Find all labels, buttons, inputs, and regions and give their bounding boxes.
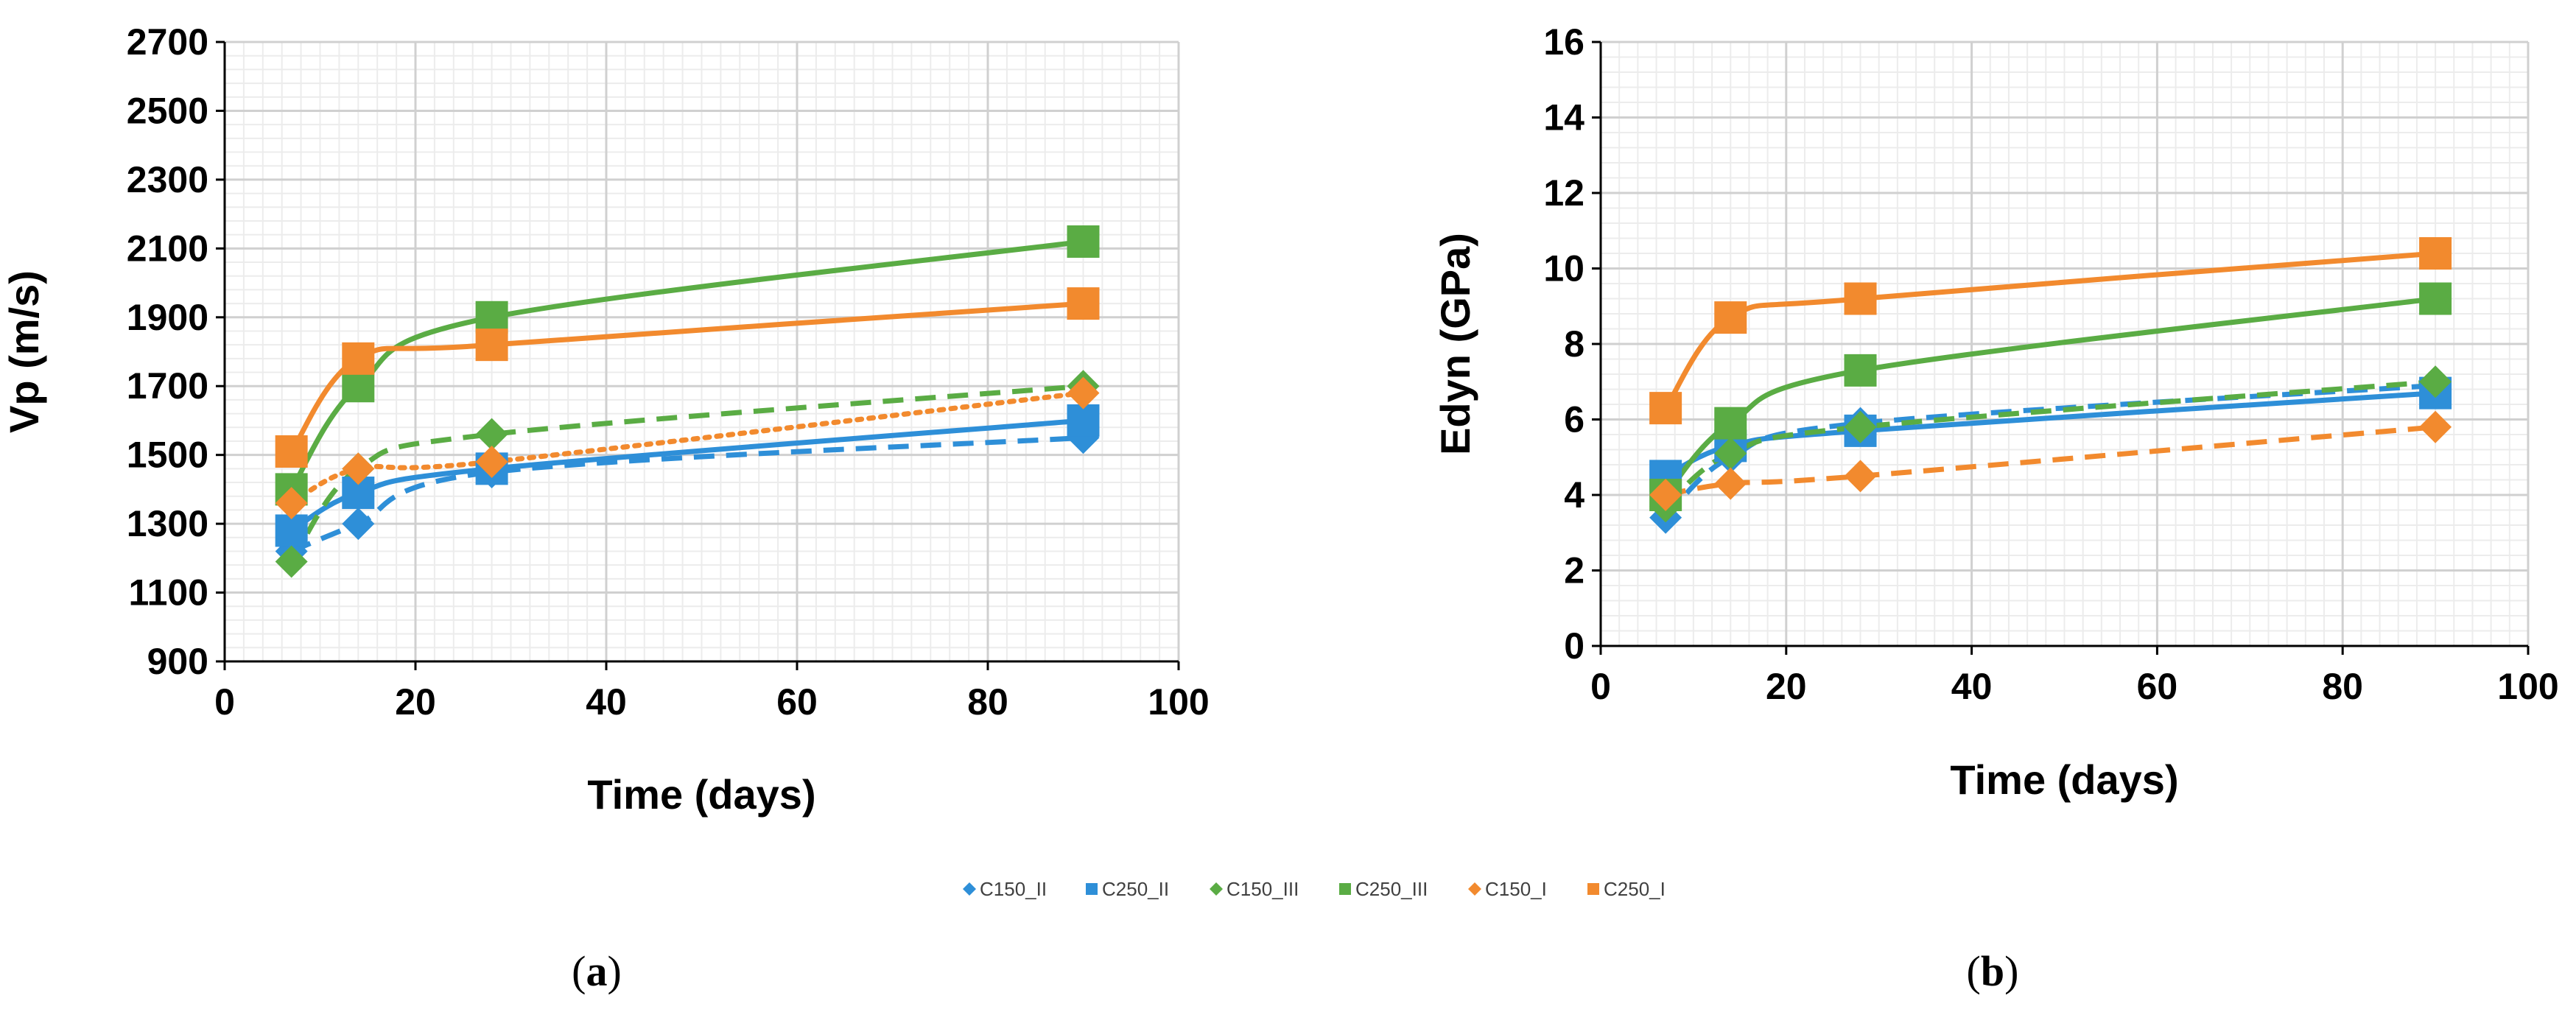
x-tick-label: 40 (586, 681, 627, 723)
point-C250_I (1067, 287, 1100, 320)
legend-item-C150_I: C150_I (1468, 878, 1547, 900)
point-C150_III (1844, 410, 1877, 443)
x-tick-label: 60 (2137, 666, 2178, 707)
point-C150_I (1067, 376, 1100, 410)
legend-diamond-marker (1468, 882, 1481, 896)
point-C150_I (1649, 479, 1682, 511)
x-tick-label: 100 (1148, 681, 1209, 723)
point-C250_I (1844, 282, 1877, 315)
x-tick-label: 0 (1590, 666, 1611, 707)
point-C250_III (1067, 225, 1100, 258)
point-C250_III (1714, 407, 1747, 440)
legend: C150_II C250_II C150_III C250_III C150_I C250… (963, 878, 1666, 900)
y-tick-label: 2300 (127, 159, 208, 200)
y-tick-label: 2100 (127, 228, 208, 269)
y-tick-label: 1500 (127, 435, 208, 476)
chart-panel-a: 900 1100 1300 1500 1700 1900 2100 2300 2500 2700 0… (1, 21, 1210, 818)
y-tick-label: 12 (1543, 172, 1584, 214)
point-C250_I (275, 435, 308, 468)
point-C150_I (342, 452, 375, 485)
legend-label: C150_I (1485, 878, 1547, 900)
point-C250_III (475, 301, 508, 334)
point-C150_III (1714, 437, 1747, 470)
caption-b: (b) (1967, 947, 2019, 995)
x-tick-label: 40 (1951, 666, 1993, 707)
x-tick-label: 20 (1766, 666, 1807, 707)
legend-item-C250_I: C250_I (1587, 878, 1666, 900)
y-tick-label: 0 (1564, 625, 1584, 667)
legend-item-C250_III: C250_III (1339, 878, 1428, 900)
y-tick-label: 1900 (127, 297, 208, 338)
series-line-C250_III (1663, 296, 2436, 497)
legend-item-C150_II: C150_II (963, 878, 1047, 900)
caption-a: (a) (572, 947, 622, 995)
y-tick-label: 4 (1564, 474, 1584, 516)
point-C250_I (1714, 301, 1747, 334)
legend-label: C150_III (1226, 878, 1299, 900)
grid (1599, 41, 2530, 647)
chart-panel-b: 0 2 4 6 8 10 12 14 16 0 20 40 60 80 100 Time (days) Edyn… (1432, 21, 2559, 803)
point-C150_III (275, 545, 308, 578)
point-C250_I (475, 328, 508, 362)
point-C150_II (342, 507, 375, 541)
series-line-C250_III (289, 239, 1084, 491)
y-tick-label: 900 (147, 641, 208, 682)
legend-item-C250_II: C250_II (1086, 878, 1169, 900)
x-axis-label: Time (days) (587, 771, 815, 818)
legend-label: C250_II (1102, 878, 1169, 900)
legend-label: C150_II (980, 878, 1047, 900)
x-tick-label: 80 (2322, 666, 2363, 707)
point-C250_I (342, 342, 375, 375)
legend-diamond-marker (963, 882, 976, 896)
series-line-C250_I (1663, 250, 2436, 410)
legend-label: C250_I (1604, 878, 1666, 900)
point-C250_II (275, 514, 308, 547)
series-line-C150_II (1663, 382, 2436, 520)
y-tick-label: 1100 (129, 572, 208, 614)
point-C250_III (342, 370, 375, 403)
y-tick-label: 1300 (127, 503, 208, 544)
x-tick-label: 0 (214, 681, 235, 723)
grid (223, 41, 1180, 663)
y-tick-label: 2500 (127, 90, 208, 131)
y-axis-label: Vp (m/s) (1, 270, 47, 433)
legend-item-C150_III: C150_III (1210, 878, 1299, 900)
point-C250_III (2419, 282, 2452, 315)
point-C250_I (2419, 237, 2452, 270)
legend-square-marker (1339, 883, 1351, 895)
point-C150_III (475, 418, 508, 451)
y-tick-label: 2700 (127, 21, 208, 63)
legend-label: C250_III (1355, 878, 1428, 900)
y-tick-label: 6 (1564, 399, 1584, 440)
x-tick-label: 80 (967, 681, 1008, 723)
y-tick-label: 10 (1543, 248, 1584, 289)
point-C150_I (2419, 410, 2452, 443)
y-tick-label: 8 (1564, 323, 1584, 365)
series-line-C150_III (289, 383, 1084, 563)
x-tick-label: 60 (776, 681, 818, 723)
series-line-C250_II (289, 418, 1084, 533)
point-C150_I (1844, 460, 1877, 493)
point-C150_I (1714, 467, 1747, 500)
point-C250_I (1649, 392, 1682, 425)
y-tick-label: 2 (1564, 550, 1584, 591)
point-C250_II (1067, 404, 1100, 437)
y-tick-label: 16 (1543, 21, 1584, 63)
legend-square-marker (1587, 883, 1599, 895)
x-axis-label: Time (days) (1950, 756, 2178, 803)
point-C250_III (1844, 354, 1877, 387)
y-tick-label: 1700 (127, 365, 208, 407)
x-tick-label: 100 (2497, 666, 2558, 707)
point-C150_III (2419, 365, 2452, 398)
legend-square-marker (1086, 883, 1098, 895)
y-axis-label: Edyn (GPa) (1432, 233, 1478, 455)
point-C150_I (275, 487, 308, 520)
y-tick-label: 14 (1543, 97, 1584, 138)
legend-diamond-marker (1210, 882, 1223, 896)
x-tick-label: 20 (395, 681, 436, 723)
point-C150_I (475, 446, 508, 479)
